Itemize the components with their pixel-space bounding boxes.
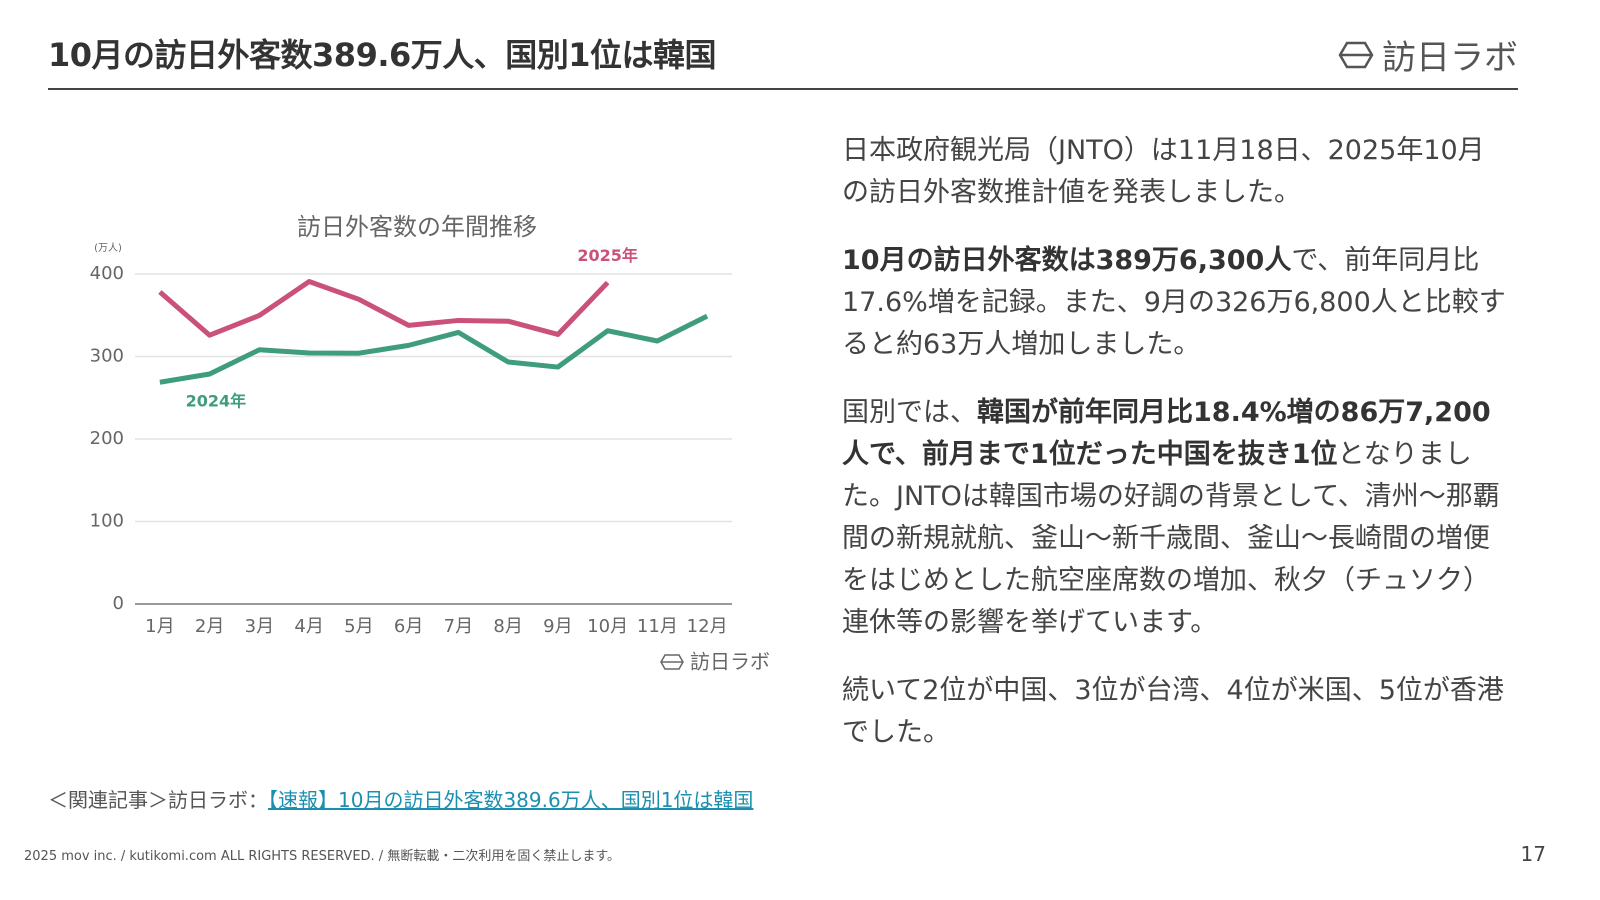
x-tick-label: 6月: [394, 616, 423, 637]
x-tick-label: 11月: [637, 616, 678, 637]
page-number: 17: [1520, 842, 1546, 866]
x-tick-label: 8月: [493, 616, 522, 637]
x-tick-label: 7月: [444, 616, 473, 637]
slide-title: 10月の訪日外客数389.6万人、国別1位は韓国: [48, 36, 717, 74]
chart: 訪日外客数の年間推移 (万人) 訪日ラボ 0 100 200 300 400 1月 2月 3月…: [90, 213, 770, 674]
x-tick-label: 10月: [587, 616, 628, 637]
y-tick-label: 100: [90, 511, 124, 532]
y-tick-label: 200: [90, 428, 124, 449]
line-series: [159, 313, 709, 385]
related-prefix: ＜関連記事＞訪日ラボ：: [48, 788, 268, 812]
series-label: 2024年: [186, 392, 247, 411]
x-tick-label: 9月: [543, 616, 572, 637]
x-tick-label: 4月: [294, 616, 323, 637]
related-article: ＜関連記事＞訪日ラボ：【速報】10月の訪日外客数389.6万人、国別1位は韓国: [48, 784, 753, 813]
x-tick-label: 5月: [344, 616, 373, 637]
series-label: 2025年: [577, 246, 638, 265]
paragraph: 国別では、韓国が前年同月比18.4%増の86万7,200人で、前月まで1位だった…: [842, 392, 1507, 644]
y-tick-label: 0: [113, 593, 124, 614]
source-logo: 訪日ラボ: [690, 650, 770, 674]
line-series: [158, 279, 610, 338]
x-tick-label: 1月: [145, 616, 174, 637]
paragraph: 10月の訪日外客数は389万6,300人で、前年同月比17.6%増を記録。また、…: [842, 240, 1507, 366]
y-axis-label: (万人): [94, 242, 122, 254]
body-text: 日本政府観光局（JNTO）は11月18日、2025年10月の訪日外客数推計値を発…: [842, 130, 1507, 780]
header-rule: [48, 88, 1518, 90]
logo-icon: [1338, 41, 1374, 68]
x-tick-label: 3月: [245, 616, 274, 637]
text-run: となりました。JNTOは韓国市場の好調の背景として、清州～那覇間の新規就航、釜山…: [842, 439, 1500, 638]
text-run: で、前年同月比17.6%増を記録。また、9月の326万6,800人と比較すると約…: [842, 245, 1506, 360]
bold-text: 10月の訪日外客数は389万6,300人: [842, 245, 1292, 276]
text-run: 続いて2位が中国、3位が台湾、4位が米国、5位が香港でした。: [842, 675, 1504, 748]
x-tick-label: 2月: [195, 616, 224, 637]
x-tick-label: 12月: [687, 616, 728, 637]
bold-text: 韓国が前年同月比18.4%増の86万7,200人で、前月まで1位だった中国を抜き…: [842, 397, 1491, 470]
logo-text: 訪日ラボ: [1382, 38, 1518, 78]
y-tick-label: 300: [90, 346, 124, 367]
copyright: 2025 mov inc. / kutikomi.com ALL RIGHTS …: [24, 849, 621, 864]
chart-title: 訪日外客数の年間推移: [297, 213, 537, 241]
text-run: 国別では、: [842, 397, 977, 428]
paragraph: 続いて2位が中国、3位が台湾、4位が米国、5位が香港でした。: [842, 670, 1507, 754]
y-tick-label: 400: [90, 263, 124, 284]
related-link[interactable]: 【速報】10月の訪日外客数389.6万人、国別1位は韓国: [268, 788, 754, 812]
brand-logo: 訪日ラボ: [1338, 30, 1518, 79]
text-run: 日本政府観光局（JNTO）は11月18日、2025年10月の訪日外客数推計値を発…: [842, 135, 1485, 208]
source-logo-icon: [660, 654, 684, 670]
paragraph: 日本政府観光局（JNTO）は11月18日、2025年10月の訪日外客数推計値を発…: [842, 130, 1507, 214]
